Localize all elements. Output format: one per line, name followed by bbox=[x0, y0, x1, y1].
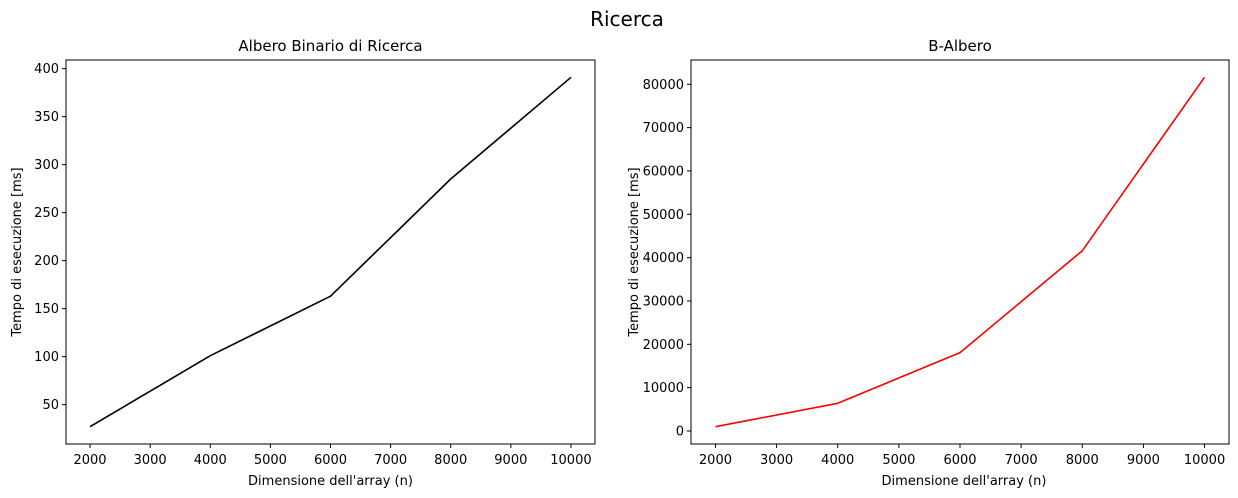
plot-frame bbox=[65, 59, 596, 445]
chart-panel-btree: 2000 3000 4000 5000 6000 7000 8000 9000 10000 0 1… bbox=[627, 37, 1230, 489]
chart-panel-bst: 2000 3000 4000 5000 6000 7000 8000 9000 10000 50… bbox=[10, 37, 596, 489]
y-tick-label: 300 bbox=[34, 158, 59, 173]
panel-title: Albero Binario di Ricerca bbox=[238, 37, 422, 55]
figure-suptitle: Ricerca bbox=[590, 7, 664, 31]
x-tick-label: 3000 bbox=[134, 453, 167, 468]
x-tick-label: 6000 bbox=[314, 453, 347, 468]
y-tick-label: 250 bbox=[34, 206, 59, 221]
y-tick-label: 10000 bbox=[643, 381, 684, 396]
y-tick-label: 60000 bbox=[643, 164, 684, 179]
x-axis-label: Dimensione dell'array (n) bbox=[882, 474, 1047, 489]
x-tick-label: 10000 bbox=[1184, 453, 1225, 468]
x-tick-label: 5000 bbox=[254, 453, 287, 468]
x-tick-label: 2000 bbox=[699, 453, 732, 468]
x-axis-label: Dimensione dell'array (n) bbox=[248, 474, 413, 489]
y-tick-label: 200 bbox=[34, 254, 59, 269]
y-axis-ticks: 0 10000 20000 30000 40000 50000 60000 70000 8000… bbox=[643, 78, 691, 439]
y-tick-label: 80000 bbox=[643, 78, 684, 93]
series-line bbox=[715, 76, 1206, 428]
x-tick-label: 3000 bbox=[760, 453, 793, 468]
x-tick-label: 9000 bbox=[1127, 453, 1160, 468]
x-tick-label: 4000 bbox=[821, 453, 854, 468]
y-tick-label: 0 bbox=[676, 424, 684, 439]
panel-title: B-Albero bbox=[928, 37, 992, 55]
x-tick-label: 8000 bbox=[1066, 453, 1099, 468]
series-lines bbox=[715, 76, 1206, 428]
y-tick-label: 150 bbox=[34, 302, 59, 317]
plot-frame bbox=[690, 59, 1230, 445]
x-tick-label: 6000 bbox=[943, 453, 976, 468]
y-tick-label: 30000 bbox=[643, 294, 684, 309]
y-tick-label: 50 bbox=[42, 398, 59, 413]
x-tick-label: 5000 bbox=[882, 453, 915, 468]
y-axis-ticks: 50 100 150 200 250 300 350 400 bbox=[34, 62, 66, 413]
x-tick-label: 8000 bbox=[434, 453, 467, 468]
series-line bbox=[89, 76, 572, 428]
x-tick-label: 10000 bbox=[550, 453, 591, 468]
y-tick-label: 70000 bbox=[643, 121, 684, 136]
x-axis-ticks: 2000 3000 4000 5000 6000 7000 8000 9000 10000 bbox=[699, 444, 1225, 468]
x-tick-label: 2000 bbox=[73, 453, 106, 468]
y-axis-label: Tempo di esecuzione [ms] bbox=[10, 167, 25, 337]
x-tick-label: 4000 bbox=[194, 453, 227, 468]
x-tick-label: 7000 bbox=[1005, 453, 1038, 468]
x-tick-label: 7000 bbox=[374, 453, 407, 468]
y-tick-label: 50000 bbox=[643, 208, 684, 223]
y-tick-label: 40000 bbox=[643, 251, 684, 266]
y-tick-label: 100 bbox=[34, 350, 59, 365]
x-tick-label: 9000 bbox=[494, 453, 527, 468]
y-tick-label: 350 bbox=[34, 110, 59, 125]
series-lines bbox=[89, 76, 572, 428]
y-tick-label: 20000 bbox=[643, 338, 684, 353]
y-tick-label: 400 bbox=[34, 62, 59, 77]
x-axis-ticks: 2000 3000 4000 5000 6000 7000 8000 9000 10000 bbox=[73, 444, 592, 468]
y-axis-label: Tempo di esecuzione [ms] bbox=[627, 167, 642, 337]
